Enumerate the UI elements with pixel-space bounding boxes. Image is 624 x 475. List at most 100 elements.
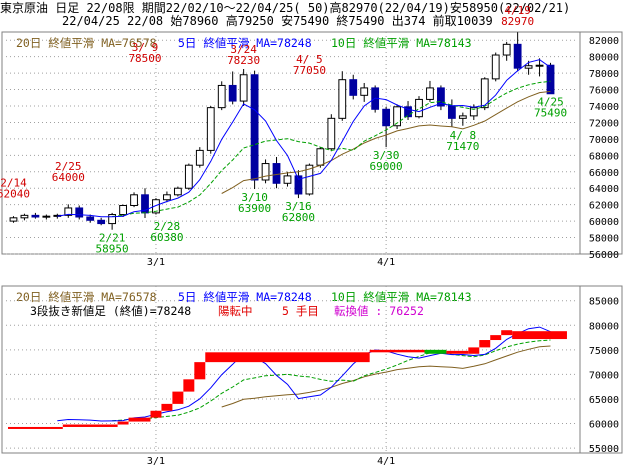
candle-body [458, 115, 467, 119]
candle-body [173, 187, 182, 196]
annotation-date: 3/ 9 [132, 41, 159, 54]
top-x-tick-label: 4/1 [377, 257, 395, 268]
top-y-tick-label: 62000 [589, 201, 619, 212]
candle-body [195, 149, 204, 166]
annotation-price: 78230 [227, 54, 260, 67]
candle-body [9, 217, 18, 222]
annotation-price: 58950 [96, 243, 129, 256]
candle-body [491, 54, 500, 80]
annotation-date: 3/10 [241, 191, 268, 204]
bottom-ma10-line [112, 339, 551, 422]
candle-body [404, 106, 412, 118]
bottom-ma20-line [221, 345, 551, 408]
candle-body [130, 194, 138, 206]
candle-body [338, 79, 347, 119]
top-panel-border [1, 31, 623, 255]
annotation-price: 63900 [238, 202, 271, 215]
tlb-brick [117, 421, 129, 425]
annotation-price: 71470 [446, 140, 479, 153]
annotation-date: 2/21 [99, 232, 126, 245]
candle-body [20, 214, 29, 219]
tlb-brick [161, 403, 173, 411]
candle-body [480, 78, 489, 109]
top-x-tick-label: 3/1 [147, 257, 165, 268]
annotation-price: 62800 [282, 211, 315, 224]
top-y-tick-label: 58000 [589, 234, 619, 245]
top-y-tick-label: 60000 [589, 217, 619, 228]
candle-body [31, 214, 40, 218]
candle-body [502, 43, 511, 56]
legend-ma5: 5日 終値平滑 MA=78248 [178, 36, 312, 50]
tlb-brick [150, 410, 162, 418]
candle-body [64, 207, 73, 216]
annotation-price: 77050 [293, 64, 326, 77]
candle-body [447, 105, 456, 119]
candle-body [239, 74, 248, 102]
candle-body [524, 65, 533, 69]
tlb-brick [424, 349, 447, 354]
candle-body [228, 84, 237, 102]
candle-body [469, 107, 478, 117]
candle-body [250, 74, 259, 181]
top-y-tick-label: 74000 [589, 102, 619, 113]
top-y-tick-label: 78000 [589, 69, 619, 80]
candle-body [42, 215, 51, 218]
tlb-brick [512, 331, 567, 340]
annotation-date: 3/24 [230, 43, 257, 56]
annotation-date: 4/ 5 [296, 53, 323, 66]
annotation-date: 3/30 [373, 149, 400, 162]
top-y-tick-label: 66000 [589, 168, 619, 179]
annotation-price: 62040 [0, 187, 30, 200]
legend-ma5: 5日 終値平滑 MA=78248 [178, 290, 312, 304]
tlb-brick [468, 347, 480, 354]
header-line-2: 22/04/25 22/08 始78960 高79250 安75490 終754… [62, 14, 493, 28]
candle-body [163, 194, 171, 201]
top-y-tick-label: 76000 [589, 86, 619, 97]
candle-body [86, 216, 95, 221]
legend-ma20: 20日 終値平滑 MA=76578 [16, 290, 157, 304]
tlb-brick [183, 379, 195, 392]
top-ma5-line [57, 59, 551, 218]
header-line-1: 東京原油 日足 22/08限 期間22/02/10～22/04/25( 50)高… [0, 1, 571, 15]
legend-ma20: 20日 終値平滑 MA=76578 [16, 36, 157, 50]
bottom-y-tick-label: 80000 [589, 321, 619, 332]
top-ma20-line [221, 90, 551, 194]
candle-body [184, 164, 193, 189]
candle-body [316, 148, 325, 166]
candle-body [426, 87, 434, 100]
annotation-date: 2/28 [154, 220, 181, 233]
tlb-brick [501, 330, 513, 336]
annotation-date: 4/25 [537, 96, 564, 109]
top-y-tick-label: 56000 [589, 250, 619, 261]
bottom-panel-border [1, 285, 623, 454]
top-y-tick-label: 72000 [589, 118, 619, 129]
candle-body [437, 87, 445, 107]
top-ma10-line [112, 80, 551, 217]
tlb-brick [62, 424, 118, 427]
candle-body [217, 84, 226, 109]
tlb-brick [205, 352, 370, 363]
candle-body [349, 79, 358, 96]
tlb-reversal: 転換値 : 76252 [334, 304, 424, 318]
bottom-y-tick-label: 65000 [589, 395, 619, 406]
annotation-date: 3/16 [285, 200, 312, 213]
candle-body [294, 175, 303, 195]
bottom-y-tick-label: 60000 [589, 420, 619, 431]
annotation-price: 69000 [370, 160, 403, 173]
tlb-brick [479, 340, 491, 348]
candle-body [546, 64, 555, 95]
tlb-trend: 陽転中 [218, 304, 253, 318]
tlb-title: 3段抜き新値足 (終値)=78248 [30, 304, 191, 318]
candle-body [272, 163, 281, 184]
candle-body [108, 214, 117, 225]
tlb-count: 5 手目 [282, 304, 319, 318]
candle-body [119, 204, 127, 216]
legend-ma10: 10日 終値平滑 MA=78143 [331, 36, 472, 50]
candle-body [75, 207, 84, 218]
annotation-price: 78500 [128, 52, 161, 65]
bottom-x-tick-label: 3/1 [147, 456, 165, 467]
top-y-tick-label: 82000 [589, 36, 619, 47]
bottom-x-tick-label: 4/1 [377, 456, 395, 467]
